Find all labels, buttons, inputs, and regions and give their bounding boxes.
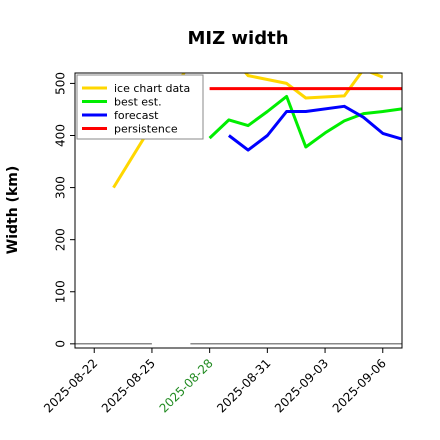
series-line-ice-chart-data <box>112 73 384 189</box>
x-axis: 2025-08-222025-08-252025-08-282025-08-31… <box>41 348 389 415</box>
legend-label: forecast <box>114 109 159 122</box>
y-axis-label: Width (km) <box>5 166 21 255</box>
y-tick-label: 100 <box>54 280 68 303</box>
legend-label: ice chart data <box>114 82 190 95</box>
chart-title: MIZ width <box>187 28 288 49</box>
series-layer <box>75 73 402 345</box>
plot-frame <box>74 72 403 349</box>
legend-label: persistence <box>114 123 178 136</box>
x-tick-label: 2025-08-31 <box>214 356 273 415</box>
legend-label: best est. <box>114 96 162 109</box>
x-tick-label: 2025-08-28 <box>157 356 216 415</box>
x-tick-label: 2025-09-06 <box>330 356 389 415</box>
series-line-best-est- <box>208 94 402 149</box>
x-tick-label: 2025-09-03 <box>272 356 331 415</box>
y-tick-label: 500 <box>54 72 68 95</box>
series-line-forecast <box>227 104 402 152</box>
y-axis: 0 100 200 300 400 500 <box>54 72 75 348</box>
y-tick-label: 300 <box>54 176 68 199</box>
y-tick-label: 0 <box>54 340 68 348</box>
y-tick-label: 400 <box>54 124 68 147</box>
x-tick-label: 2025-08-22 <box>41 356 100 415</box>
x-tick-label: 2025-08-25 <box>99 356 158 415</box>
y-tick-label: 200 <box>54 228 68 251</box>
